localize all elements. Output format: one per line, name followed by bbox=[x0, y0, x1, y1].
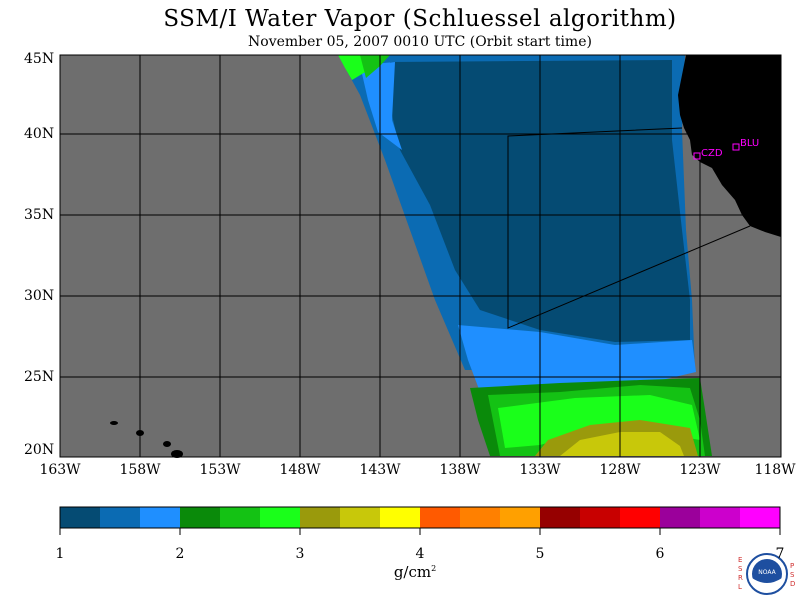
lat-label-30n: 30N bbox=[24, 288, 55, 304]
lon-label-148w: 148W bbox=[279, 462, 321, 478]
noaa-logo-text: NOAA bbox=[758, 569, 776, 576]
lon-label-158w: 158W bbox=[119, 462, 161, 478]
swath-band-top-green-dark bbox=[360, 55, 390, 78]
logo-right-text: PSD bbox=[790, 562, 796, 588]
colorbar-label-7: 7 bbox=[775, 546, 785, 562]
colorbar-segment bbox=[460, 507, 501, 528]
station-blu-marker bbox=[732, 143, 740, 151]
land-north-america bbox=[678, 55, 781, 237]
colorbar-segment bbox=[700, 507, 741, 528]
colorbar-label-4: 4 bbox=[415, 546, 425, 562]
map-title: SSM/I Water Vapor (Schluessel algorithm) bbox=[163, 6, 677, 32]
noaa-logo: NOAA bbox=[746, 553, 788, 595]
map-frame bbox=[59, 54, 782, 458]
station-czd-label: CZD bbox=[701, 148, 723, 159]
colorbar-label-5: 5 bbox=[535, 546, 545, 562]
colorbar-segment bbox=[100, 507, 141, 528]
lon-label-118w: 118W bbox=[754, 462, 796, 478]
colorbar-segment bbox=[740, 507, 781, 528]
colorbar-segment bbox=[140, 507, 181, 528]
graticule bbox=[60, 55, 781, 457]
colorbar-label-6: 6 bbox=[655, 546, 665, 562]
lon-label-133w: 133W bbox=[519, 462, 561, 478]
lon-label-163w: 163W bbox=[39, 462, 81, 478]
lat-label-25n: 25N bbox=[24, 369, 55, 385]
swath-band-yellow bbox=[560, 432, 684, 456]
lat-label-35n: 35N bbox=[24, 207, 55, 223]
lat-label-45n: 45N bbox=[24, 51, 55, 67]
colorbar-segment bbox=[500, 507, 541, 528]
colorbar-segment bbox=[540, 507, 581, 528]
lon-label-143w: 143W bbox=[359, 462, 401, 478]
colorbar-segment bbox=[180, 507, 221, 528]
colorbar-segment bbox=[620, 507, 661, 528]
colorbar-segment bbox=[380, 507, 421, 528]
station-czd-marker bbox=[693, 152, 701, 160]
colorbar-segment bbox=[220, 507, 261, 528]
colorbar-label-2: 2 bbox=[175, 546, 185, 562]
swath-band-lime bbox=[498, 395, 700, 448]
colorbar-units-exponent: 2 bbox=[431, 564, 437, 573]
colorbar-label-1: 1 bbox=[55, 546, 65, 562]
colorbar-segment bbox=[660, 507, 701, 528]
swath-band-blue-edge bbox=[360, 62, 402, 150]
lon-label-138w: 138W bbox=[439, 462, 481, 478]
colorbar-units: g/cm2 bbox=[393, 563, 437, 581]
station-blu-label: BLU bbox=[740, 138, 759, 149]
colorbar-ticks bbox=[59, 528, 781, 535]
colorbar-segment bbox=[260, 507, 301, 528]
region-outline bbox=[507, 127, 751, 329]
colorbar-segment bbox=[60, 507, 101, 528]
colorbar bbox=[60, 507, 781, 528]
lon-label-153w: 153W bbox=[199, 462, 241, 478]
lat-label-40n: 40N bbox=[24, 126, 55, 142]
lon-label-128w: 128W bbox=[599, 462, 641, 478]
colorbar-segment bbox=[340, 507, 381, 528]
swath-band-mid-blue bbox=[458, 325, 696, 392]
lat-label-20n: 20N bbox=[24, 442, 55, 458]
lon-label-123w: 123W bbox=[679, 462, 721, 478]
map-subtitle: November 05, 2007 0010 UTC (Orbit start … bbox=[248, 34, 592, 50]
colorbar-label-3: 3 bbox=[295, 546, 305, 562]
colorbar-segment bbox=[420, 507, 461, 528]
colorbar-segment bbox=[580, 507, 621, 528]
logo-left-text: ESRL bbox=[738, 556, 743, 591]
colorbar-segment bbox=[300, 507, 341, 528]
